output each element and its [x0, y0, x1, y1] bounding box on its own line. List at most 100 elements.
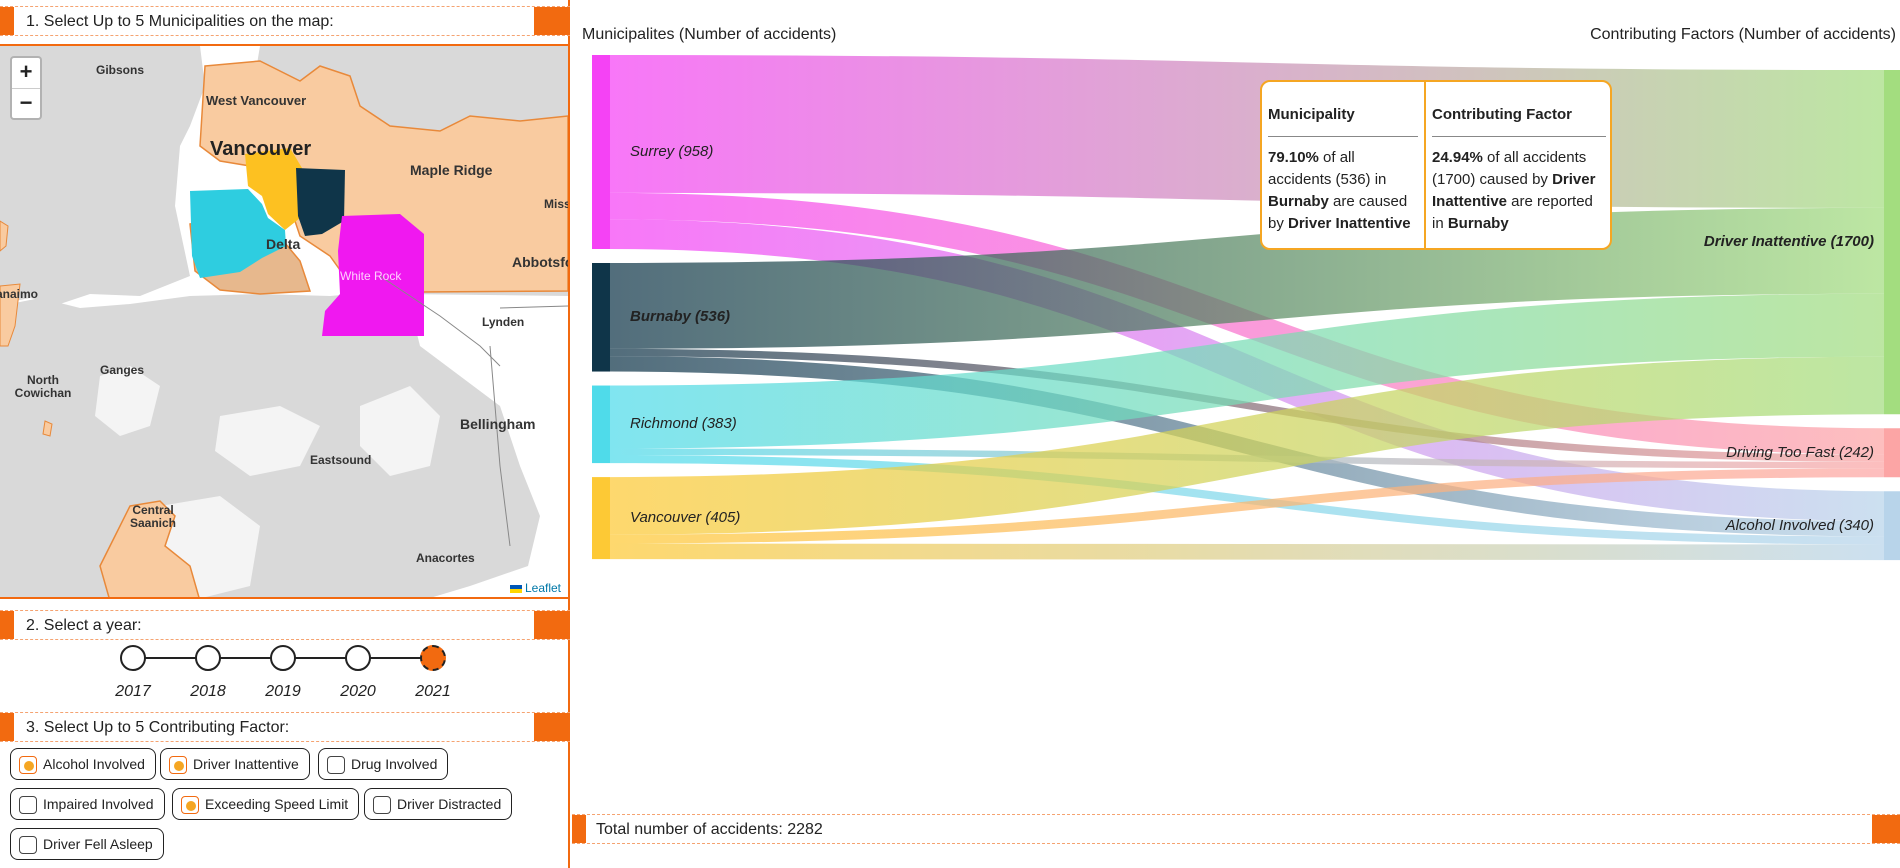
sankey-node-richmond[interactable] — [592, 385, 610, 464]
factor-checkbox-label: Driver Fell Asleep — [43, 836, 153, 852]
hover-tooltip: Municipality 79.10% of all accidents (53… — [1260, 80, 1612, 250]
sankey-panel: Municipalites (Number of accidents) Cont… — [572, 0, 1900, 868]
checkbox-box[interactable] — [19, 836, 37, 854]
sankey-diagram[interactable] — [572, 0, 1900, 660]
tooltip-municipality-column: Municipality 79.10% of all accidents (53… — [1262, 82, 1426, 248]
header-accent-bar — [0, 713, 14, 741]
step1-title: 1. Select Up to 5 Municipalities on the … — [26, 13, 334, 30]
checkbox-box[interactable] — [181, 796, 199, 814]
sankey-node-alcohol-involved[interactable] — [1884, 491, 1900, 561]
sankey-node-vancouver[interactable] — [592, 477, 610, 560]
year-option-2019[interactable]: 2019 — [253, 645, 313, 701]
map-attribution[interactable]: Leaflet — [506, 581, 564, 595]
step2-header: 2. Select a year: — [0, 610, 570, 640]
zoom-control: + − — [10, 56, 42, 120]
step3-header: 3. Select Up to 5 Contributing Factor: — [0, 712, 570, 742]
sankey-node-burnaby[interactable] — [592, 262, 610, 372]
year-option-2021[interactable]: 2021 — [403, 645, 463, 701]
sankey-link-burnaby-driving-too-fast[interactable] — [609, 348, 1885, 462]
checkbox-box[interactable] — [19, 796, 37, 814]
checkbox-box[interactable] — [373, 796, 391, 814]
factor-checkbox-label: Impaired Involved — [43, 796, 154, 812]
sankey-link-richmond-driver-inattentive[interactable] — [609, 293, 1885, 449]
map-place-label: Gibsons — [96, 63, 145, 77]
map-place-label: Anacortes — [416, 551, 475, 565]
header-accent-bar — [572, 815, 586, 843]
header-accent-bar — [0, 7, 14, 35]
total-accidents-bar: Total number of accidents: 2282 — [572, 814, 1900, 844]
tooltip-municipality-text: 79.10% of all accidents (536) in Burnaby… — [1268, 149, 1411, 232]
sankey-link-burnaby-driver-inattentive[interactable] — [609, 207, 1885, 349]
year-option-2017[interactable]: 2017 — [103, 645, 163, 701]
map-place-label: Central Saanich — [129, 503, 177, 530]
map-place-label: Bellingham — [460, 416, 536, 432]
map-place-label: Delta — [266, 236, 301, 252]
checkbox-box[interactable] — [19, 756, 37, 774]
year-label: 2021 — [415, 683, 451, 700]
tooltip-factor-title: Contributing Factor — [1432, 104, 1606, 137]
year-radio-dot[interactable] — [195, 645, 221, 671]
factor-node-label: Alcohol Involved (340) — [1725, 516, 1874, 534]
map-place-label: Abbotsford — [512, 254, 568, 270]
year-radio-dot[interactable] — [420, 645, 446, 671]
map-place-label: Lynden — [482, 315, 525, 329]
map-place-label: Nanaimo — [0, 288, 38, 301]
checkbox-box[interactable] — [169, 756, 187, 774]
factor-checkbox-impaired-involved[interactable]: Impaired Involved — [10, 788, 165, 820]
zoom-out-button[interactable]: − — [12, 88, 40, 118]
step3-title: 3. Select Up to 5 Contributing Factor: — [26, 719, 290, 736]
checkbox-box[interactable] — [327, 756, 345, 774]
tooltip-municipality-title: Municipality — [1268, 104, 1418, 137]
factor-checkbox-label: Alcohol Involved — [43, 756, 145, 772]
sankey-link-vancouver-alcohol-involved[interactable] — [609, 543, 1885, 561]
factor-node-label: Driving Too Fast (242) — [1726, 443, 1874, 461]
map-canvas[interactable] — [0, 46, 568, 599]
map-place-label: West Vancouver — [206, 93, 307, 108]
year-radio-dot[interactable] — [270, 645, 296, 671]
zoom-in-button[interactable]: + — [19, 59, 33, 84]
year-radio-dot[interactable] — [345, 645, 371, 671]
year-label: 2019 — [265, 683, 301, 700]
sankey-node-driving-too-fast[interactable] — [1884, 428, 1900, 478]
map-place-label: White Rock — [340, 269, 402, 283]
factor-checkbox-alcohol-involved[interactable]: Alcohol Involved — [10, 748, 156, 780]
ukraine-flag-icon — [509, 584, 522, 593]
sankey-link-vancouver-driving-too-fast[interactable] — [609, 468, 1885, 544]
factor-checkbox-drug-involved[interactable]: Drug Involved — [318, 748, 449, 780]
sankey-node-driver-inattentive[interactable] — [1884, 70, 1900, 415]
header-accent-bar — [534, 713, 570, 741]
factor-checkbox-driver-inattentive[interactable]: Driver Inattentive — [160, 748, 310, 780]
factor-checkbox-label: Exceeding Speed Limit — [205, 796, 349, 812]
sankey-link-richmond-alcohol-involved[interactable] — [609, 454, 1885, 545]
year-label: 2020 — [340, 683, 376, 700]
step1-header: 1. Select Up to 5 Municipalities on the … — [0, 6, 570, 36]
municipality-map[interactable]: + − Gibsons West Vancouver Vancouver Map… — [0, 44, 568, 599]
year-selector: 2017 2018 2019 2020 2021 — [0, 640, 570, 715]
tooltip-factor-text: 24.94% of all accidents (1700) caused by… — [1432, 149, 1596, 232]
map-place-label: North Cowichan — [14, 373, 72, 400]
header-accent-bar — [534, 611, 570, 639]
year-radio-dot[interactable] — [120, 645, 146, 671]
municipality-node-label: Burnaby (536) — [630, 308, 731, 326]
sankey-link-vancouver-driver-inattentive[interactable] — [609, 356, 1885, 535]
map-place-label: Ganges — [100, 363, 145, 377]
factor-checkbox-driver-fell-asleep[interactable]: Driver Fell Asleep — [10, 828, 164, 860]
sankey-node-surrey[interactable] — [592, 55, 610, 249]
factor-checkbox-driver-distracted[interactable]: Driver Distracted — [364, 788, 513, 820]
factors-column-title: Contributing Factors (Number of accident… — [1590, 26, 1896, 43]
sankey-link-surrey-driver-inattentive[interactable] — [609, 55, 1885, 208]
year-label: 2018 — [190, 683, 226, 700]
factor-checkbox-exceeding-speed-limit[interactable]: Exceeding Speed Limit — [172, 788, 360, 820]
sankey-link-surrey-driving-too-fast[interactable] — [609, 192, 1885, 455]
year-option-2018[interactable]: 2018 — [178, 645, 238, 701]
year-label: 2017 — [115, 683, 151, 700]
factor-checkbox-label: Driver Inattentive — [193, 756, 299, 772]
header-accent-bar — [534, 7, 570, 35]
municipality-node-label: Richmond (383) — [630, 415, 737, 433]
header-accent-bar — [0, 611, 14, 639]
year-option-2020[interactable]: 2020 — [328, 645, 388, 701]
leaflet-link[interactable]: Leaflet — [524, 581, 561, 595]
step2-title: 2. Select a year: — [26, 617, 142, 634]
municipality-node-label: Vancouver (405) — [630, 509, 741, 527]
